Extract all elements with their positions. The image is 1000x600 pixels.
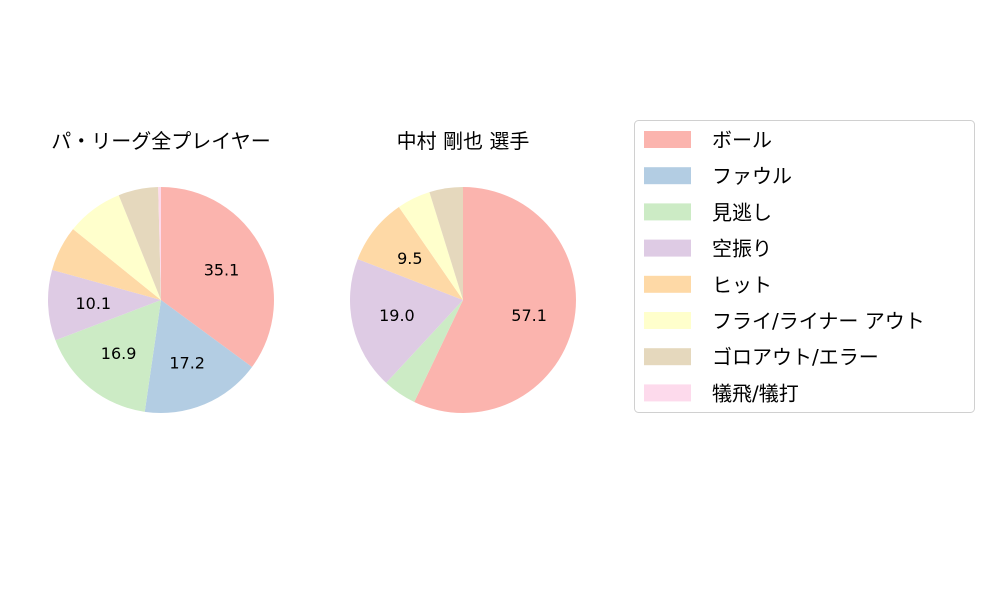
pie-data-label: 10.1 [75, 294, 111, 313]
legend-label-5: フライ/ライナー アウト [712, 309, 925, 333]
pie-slice-6 [429, 187, 463, 300]
legend-label-0: ボール [712, 128, 772, 152]
legend-swatch-5 [644, 312, 691, 329]
legend-label-4: ヒット [712, 273, 772, 297]
legend-swatch-3 [644, 239, 691, 257]
pie-slice-5 [398, 192, 463, 300]
pie-slice-2 [386, 300, 463, 402]
pie-slice-6 [118, 187, 161, 300]
pie-slice-0 [414, 187, 576, 413]
pie-slice-3 [350, 259, 463, 383]
legend-label-1: ファウル [712, 164, 792, 188]
legend-label-2: 見逃し [712, 200, 772, 224]
pie-slice-2 [55, 300, 161, 412]
chart-title-right: 中村 剛也 選手 [397, 129, 530, 153]
legend-swatch-7 [644, 384, 691, 402]
legend-swatch-2 [644, 203, 691, 221]
pie-slice-5 [73, 195, 161, 300]
pie-slice-4 [52, 229, 161, 300]
legend-swatch-0 [644, 131, 691, 148]
legend-frame [634, 120, 975, 413]
legend-swatch-6 [644, 348, 691, 366]
legend-label-6: ゴロアウト/エラー [712, 345, 879, 369]
pie-right: 57.1 19.0 9.5 [350, 187, 576, 413]
legend-swatch-1 [644, 167, 691, 185]
pie-slice-4 [357, 206, 463, 300]
pie-data-label: 19.0 [379, 306, 415, 325]
pie-data-label: 35.1 [204, 260, 240, 279]
pie-left: 35.1 17.2 16.9 10.1 [48, 187, 274, 413]
chart-title-left: パ・リーグ全プレイヤー [51, 129, 270, 153]
legend-swatch-4 [644, 275, 691, 293]
pie-data-label: 9.5 [397, 249, 422, 268]
pie-data-label: 16.9 [101, 344, 137, 363]
pie-slice-1 [144, 300, 252, 413]
pie-data-label: 57.1 [511, 306, 547, 325]
legend-label-7: 犠飛/犠打 [712, 381, 799, 405]
pie-data-label: 17.2 [169, 354, 205, 373]
legend-label-3: 空振り [712, 237, 772, 261]
pie-slice-3 [48, 269, 161, 341]
pie-slice-7 [158, 187, 161, 300]
pie-slice-0 [161, 187, 274, 367]
